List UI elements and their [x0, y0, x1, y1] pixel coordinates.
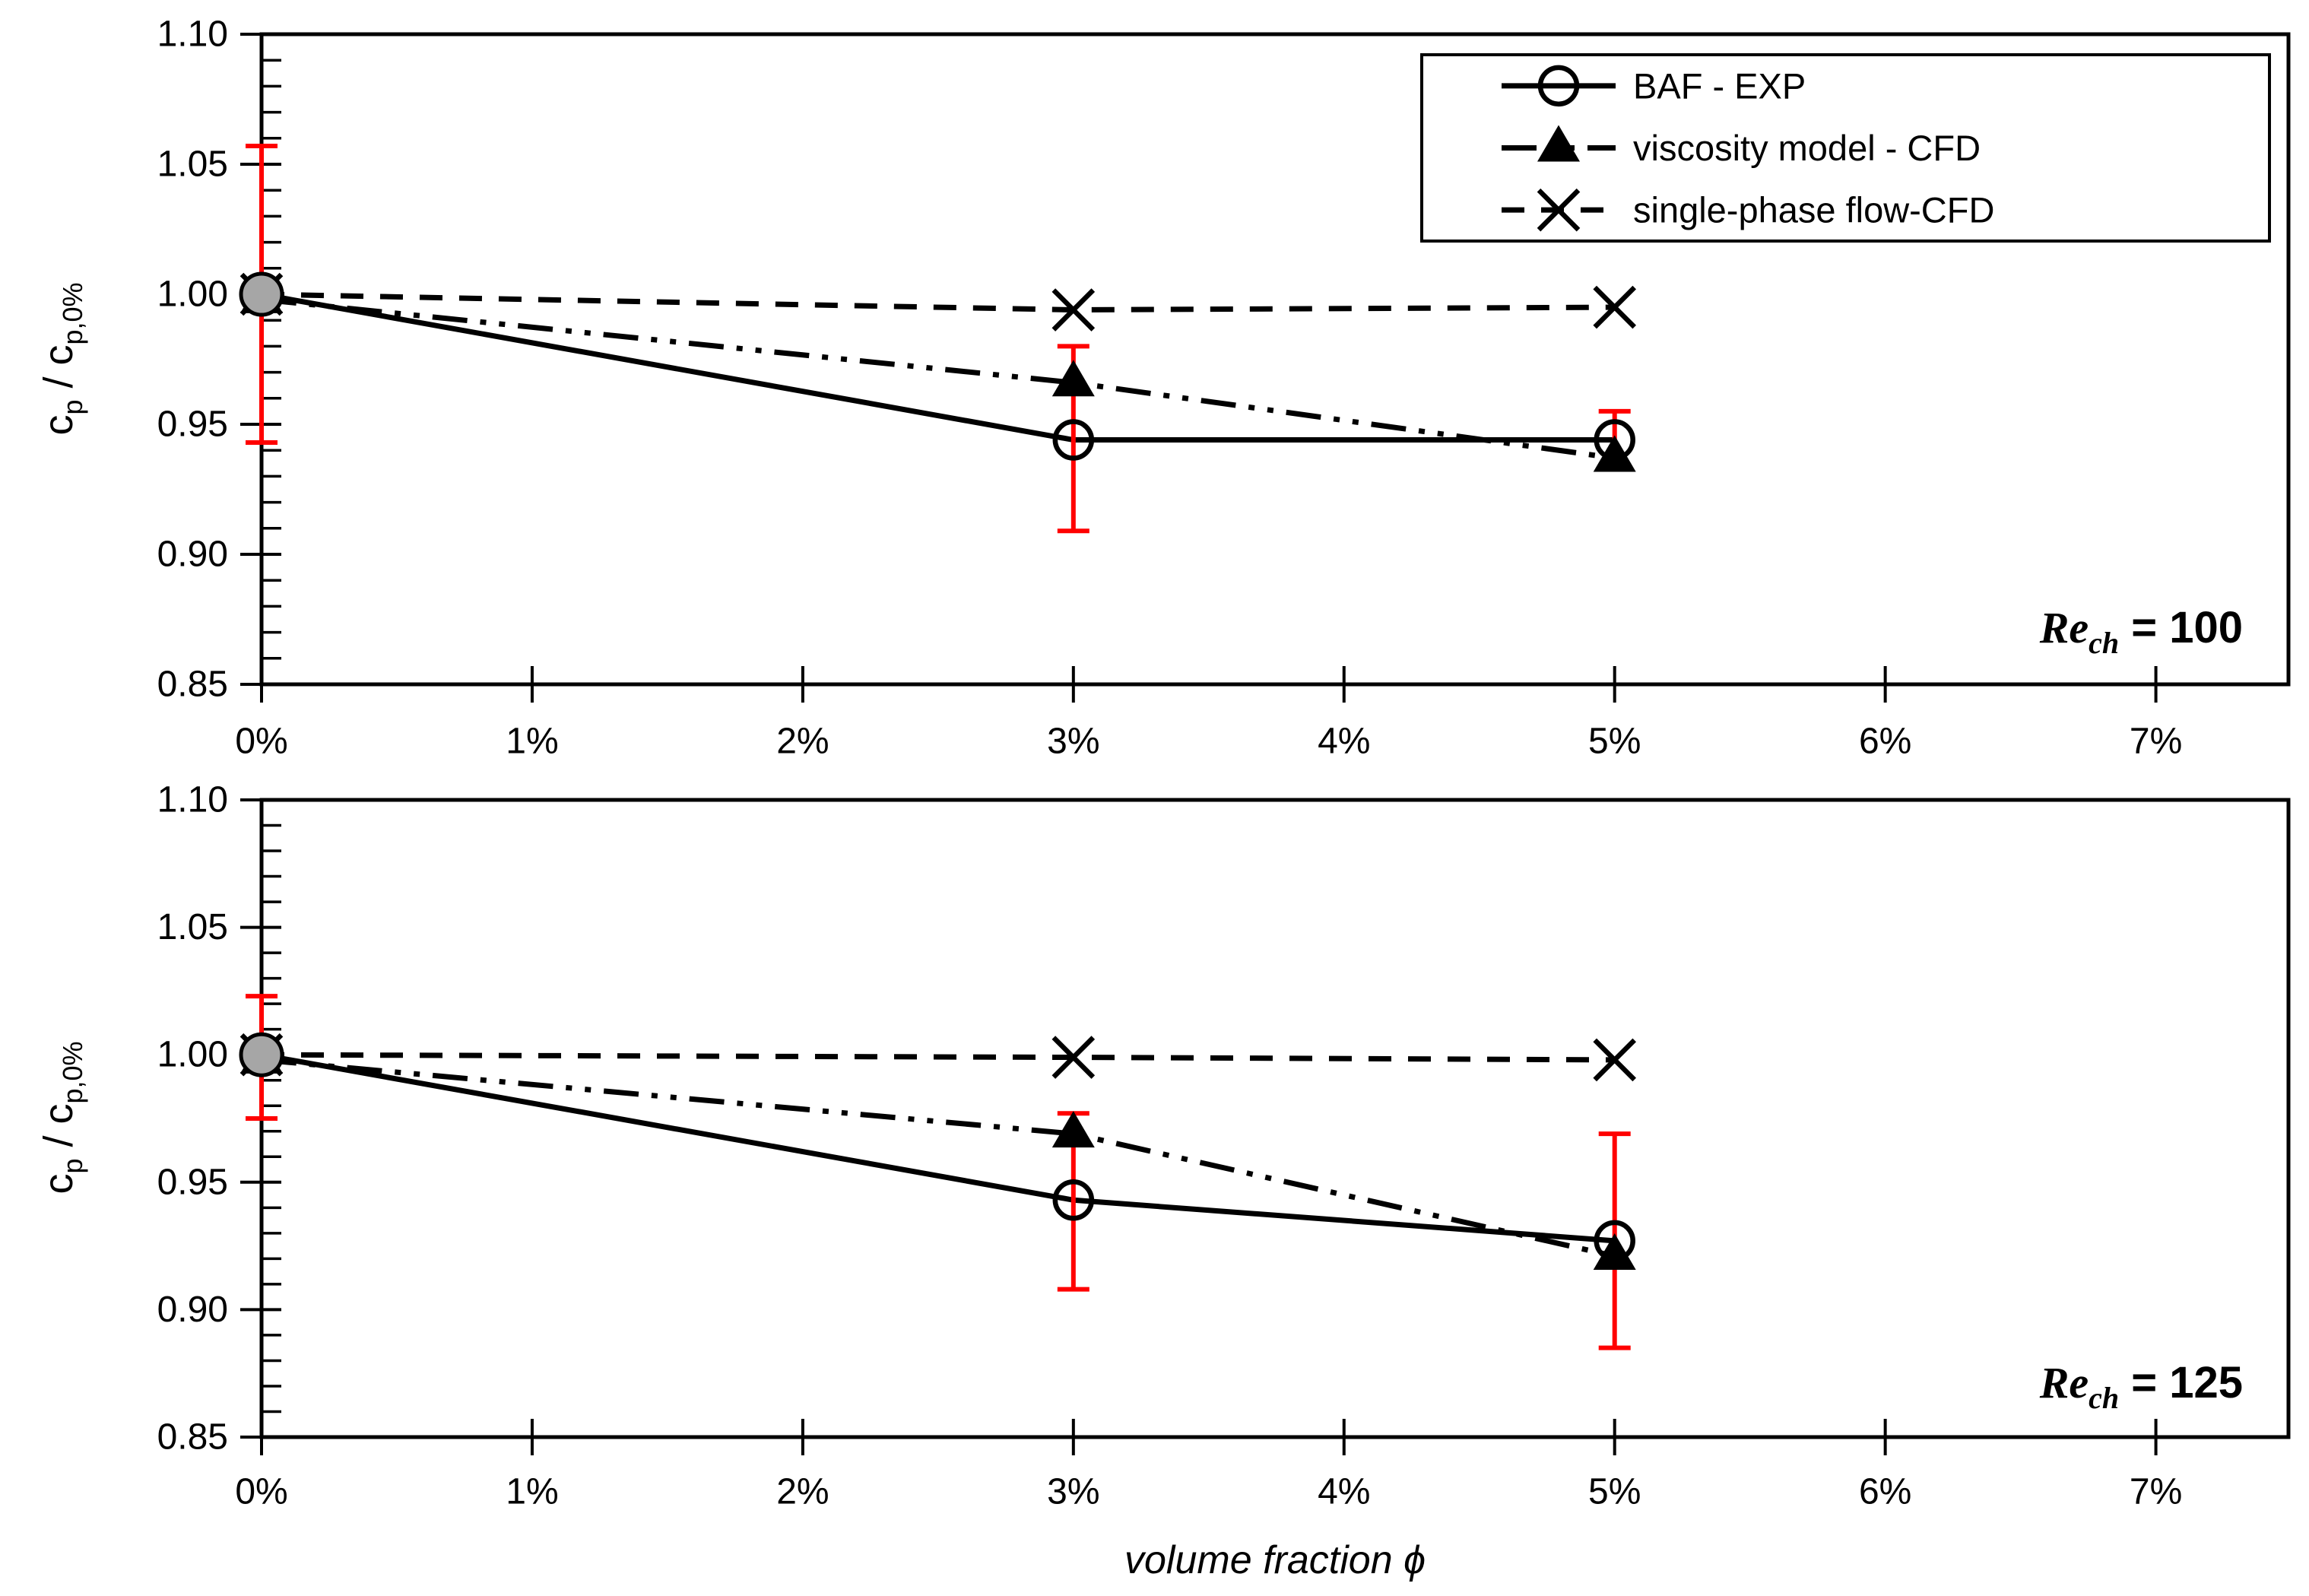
y-tick-label: 1.00	[157, 274, 228, 315]
legend-marker-single-phase-flow-cfd	[1537, 188, 1581, 232]
x-tick-label: 6%	[1859, 722, 1911, 762]
plot-frame-2	[259, 798, 2291, 1439]
x-tick-label: 2%	[776, 1472, 829, 1512]
series-line-baf-exp	[261, 291, 1615, 443]
x-tick-label: 2%	[776, 722, 829, 762]
marker-baf-exp	[1052, 419, 1095, 461]
legend-label: BAF - EXP	[1633, 65, 1806, 106]
y-tick-label: 0.95	[157, 1162, 228, 1202]
marker-single-phase-flow-cfd	[1593, 285, 1637, 329]
annotation-re-ch: Rech = 100	[2039, 603, 2243, 660]
x-tick-label: 3%	[1047, 722, 1099, 762]
x-tick-label: 0%	[235, 722, 287, 762]
y-axis-title: cp / cp,0%	[36, 1041, 88, 1194]
legend-marker-viscosity-model-cfd	[1537, 125, 1580, 162]
y-tick-label: 1.00	[157, 1035, 228, 1075]
y-tick-label: 1.05	[157, 144, 228, 185]
x-tick-label: 6%	[1859, 1472, 1911, 1512]
x-tick-label: 4%	[1318, 1472, 1370, 1512]
legend-marker-baf-exp	[1537, 65, 1580, 107]
x-axis-title: volume fraction ϕ	[1124, 1538, 1426, 1582]
y-tick-label: 0.85	[157, 1417, 228, 1458]
series-line-viscosity-model-cfd	[261, 297, 1616, 461]
x-tick-label: 7%	[2130, 722, 2182, 762]
y-tick-label: 1.05	[157, 907, 228, 947]
x-tick-label: 7%	[2130, 1472, 2182, 1512]
marker-single-phase-flow-cfd	[1051, 1036, 1096, 1079]
y-tick-label: 0.95	[157, 405, 228, 445]
legend-label: single-phase flow-CFD	[1633, 190, 1994, 230]
x-tick-label: 3%	[1047, 1472, 1099, 1512]
x-tick-label: 4%	[1318, 722, 1370, 762]
legend-label: viscosity model - CFD	[1633, 128, 1981, 168]
series-line-baf-exp	[261, 1052, 1615, 1244]
marker-baf-exp	[1594, 419, 1635, 461]
y-tick-label: 0.90	[157, 535, 228, 575]
x-tick-label: 0%	[235, 1472, 287, 1512]
marker-baf-exp	[239, 271, 284, 317]
marker-viscosity-model-cfd	[1051, 360, 1095, 397]
y-tick-label: 0.85	[157, 665, 228, 705]
marker-viscosity-model-cfd	[1593, 1233, 1636, 1271]
y-tick-label: 1.10	[157, 14, 228, 55]
marker-viscosity-model-cfd	[1051, 1111, 1095, 1148]
y-tick-label: 0.90	[157, 1290, 228, 1330]
x-tick-label: 5%	[1588, 1472, 1641, 1512]
marker-viscosity-model-cfd	[1593, 435, 1636, 472]
marker-baf-exp	[1052, 1179, 1095, 1221]
marker-single-phase-flow-cfd	[1051, 288, 1096, 332]
series-line-single-phase-flow-cfd	[261, 1052, 1615, 1063]
marker-baf-exp	[1594, 1220, 1635, 1262]
x-tick-label: 1%	[506, 722, 558, 762]
y-tick-label: 1.10	[157, 780, 228, 820]
series-line-single-phase-flow-cfd	[261, 291, 1615, 313]
series-line-viscosity-model-cfd	[261, 1057, 1616, 1259]
x-tick-label: 5%	[1588, 722, 1641, 762]
y-axis-title: cp / cp,0%	[36, 282, 88, 435]
marker-baf-exp	[239, 1032, 284, 1077]
annotation-re-ch: Rech = 125	[2039, 1358, 2243, 1415]
marker-single-phase-flow-cfd	[1593, 1038, 1637, 1082]
x-tick-label: 1%	[506, 1472, 558, 1512]
